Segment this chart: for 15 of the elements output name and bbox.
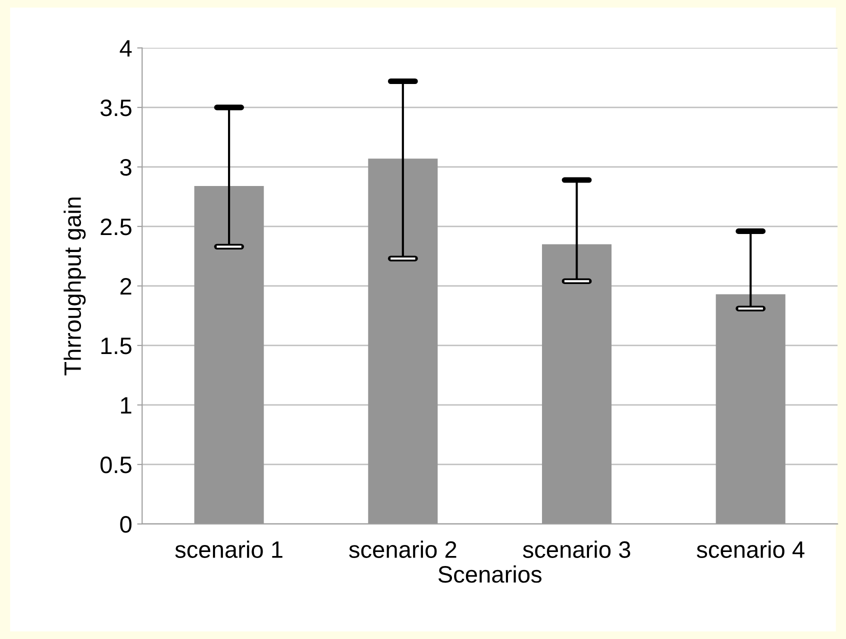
- y-tick-label: 2.5: [100, 218, 132, 236]
- y-tick-label: 4: [120, 40, 132, 56]
- y-tick-label: 1.5: [101, 338, 132, 354]
- y-axis-title: Thrroughput gain: [64, 198, 86, 376]
- x-tick-label: scenario 4: [696, 540, 804, 558]
- y-tick-label: 1: [121, 397, 132, 414]
- x-tick-label: scenario 3: [522, 540, 630, 558]
- y-tick-label: 3.5: [100, 100, 132, 116]
- x-tick-label: scenario 1: [175, 540, 282, 558]
- x-axis-title: Scenarios: [438, 565, 542, 583]
- y-tick-label: 2: [120, 278, 132, 295]
- y-tick-label: 0: [120, 516, 132, 533]
- y-tick-label: 3: [120, 159, 132, 176]
- y-tick-label: 0.5: [100, 456, 132, 474]
- x-tick-label: scenario 2: [349, 540, 456, 558]
